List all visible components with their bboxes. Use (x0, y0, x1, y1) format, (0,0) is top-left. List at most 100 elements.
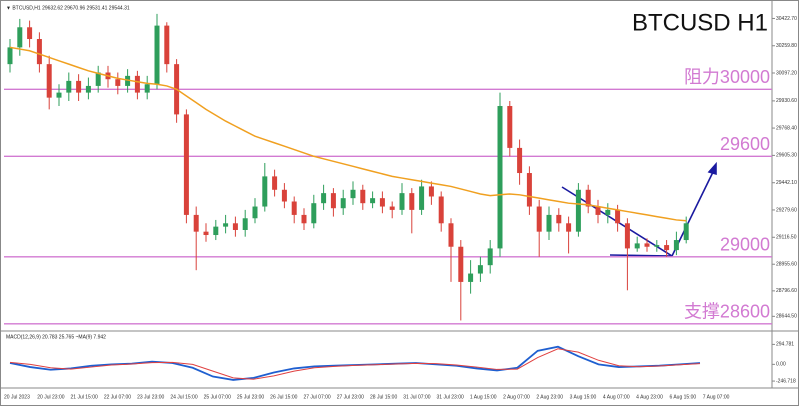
candle-body (566, 223, 572, 232)
macd-tick-label: 294.781 (776, 342, 794, 348)
candle-body (321, 193, 327, 204)
candle-body (409, 193, 415, 210)
candle-body (193, 214, 199, 232)
candle-body (134, 75, 140, 93)
x-tick-label: 2 Aug 07:00 (503, 394, 530, 400)
candle-body (350, 189, 356, 199)
candle-body (232, 223, 238, 230)
candle-body (7, 47, 13, 65)
candle-body (56, 92, 62, 98)
candle-body (379, 198, 385, 207)
candle-body (36, 39, 42, 65)
candle-body (164, 25, 170, 65)
candle-body (526, 173, 532, 207)
x-tick-label: 20 Jul 23:00 (37, 394, 64, 400)
y-tick-label: 29930.60 (776, 98, 797, 104)
candle-body (370, 198, 376, 204)
candle-body (673, 240, 679, 251)
candle-body (183, 114, 189, 215)
x-tick-label: 25 Jul 07:00 (204, 394, 231, 400)
x-tick-label: 25 Jul 23:00 (237, 394, 264, 400)
candle-body (281, 189, 287, 202)
candle-body (311, 203, 317, 224)
y-tick-label: 28796.60 (776, 288, 797, 294)
x-tick-label: 23 Jul 23:00 (137, 394, 164, 400)
x-tick-label: 21 Jul 15:00 (71, 394, 98, 400)
x-tick-label: 1 Aug 15:00 (470, 394, 497, 400)
candle-body (85, 85, 91, 93)
x-tick-label: 24 Jul 15:00 (170, 394, 197, 400)
y-tick-label: 29605.30 (776, 153, 797, 159)
candle-body (252, 206, 258, 219)
candle-body (46, 64, 52, 98)
x-tick-label: 26 Jul 15:00 (270, 394, 297, 400)
x-tick-label: 4 Aug 23:00 (636, 394, 663, 400)
candle-body (66, 80, 72, 93)
x-tick-label: 7 Aug 07:00 (703, 394, 730, 400)
candle-body (536, 206, 542, 232)
level-label: 阻力30000 (684, 67, 770, 87)
candle-body (95, 72, 101, 86)
x-tick-label: 2 Aug 23:00 (536, 394, 563, 400)
candle-body (477, 265, 483, 274)
candle-body (585, 189, 591, 207)
x-tick-label: 31 Jul 23:00 (437, 394, 464, 400)
x-tick-label: 22 Jul 07:00 (104, 394, 131, 400)
candle-body (330, 193, 336, 209)
candle-body (624, 223, 630, 249)
header: ▼ BTCUSD,H1 29632.62 29670.96 29531.41 2… (6, 5, 130, 11)
arrow-line (671, 169, 715, 257)
candle-body (115, 79, 121, 86)
candle-body (360, 189, 366, 204)
y-tick-label: 30259.80 (776, 43, 797, 49)
level-label: 29600 (720, 134, 770, 154)
y-tick-label: 30097.20 (776, 70, 797, 76)
candle-body (487, 248, 493, 266)
candle-body (605, 209, 611, 215)
candle-body (575, 189, 581, 232)
y-tick-label: 29442.10 (776, 180, 797, 186)
candle-body (223, 223, 229, 227)
candle-body (419, 186, 425, 210)
candle-body (428, 186, 434, 197)
candle-body (615, 209, 621, 224)
y-tick-label: 29116.50 (776, 235, 797, 241)
x-tick-label: 4 Aug 07:00 (603, 394, 630, 400)
candle-body (213, 226, 219, 236)
y-tick-label: 28644.50 (776, 314, 797, 320)
candle-body (507, 106, 513, 148)
x-tick-label: 28 Jul 15:00 (370, 394, 397, 400)
candle-body (654, 245, 660, 247)
x-tick-label: 31 Jul 07:00 (403, 394, 430, 400)
candle-body (458, 246, 464, 282)
candle-body (664, 245, 670, 251)
macd-tick-label: -246.718 (776, 378, 796, 384)
macd-header: MACD(12,26,9) 20.783 25.765 ~MA(9) 7.942 (6, 334, 106, 340)
candle-body (17, 27, 23, 48)
y-tick-label: 30422.70 (776, 16, 797, 22)
y-tick-label: 29279.60 (776, 207, 797, 213)
level-label: 支撑28600 (684, 302, 770, 322)
candle-body (448, 223, 454, 247)
candle-body (517, 147, 523, 174)
candle-body (154, 25, 160, 85)
candle-body (144, 84, 150, 93)
level-label: 29000 (720, 235, 770, 255)
trendline (609, 254, 673, 257)
x-tick-label: 3 Aug 15:00 (570, 394, 597, 400)
candle-body (301, 214, 307, 224)
candle-body (242, 218, 248, 230)
candle-body (399, 193, 405, 210)
candle-body (203, 231, 209, 236)
candle-body (595, 206, 601, 215)
candle-body (497, 106, 503, 249)
candle-body (556, 214, 562, 224)
candle-body (634, 243, 640, 249)
y-tick-label: 28955.60 (776, 262, 797, 268)
x-tick-label: 6 Aug 15:00 (669, 394, 696, 400)
candle-body (125, 75, 131, 86)
candle-body (27, 27, 33, 40)
candle-body (644, 243, 650, 247)
candle-body (683, 223, 689, 241)
